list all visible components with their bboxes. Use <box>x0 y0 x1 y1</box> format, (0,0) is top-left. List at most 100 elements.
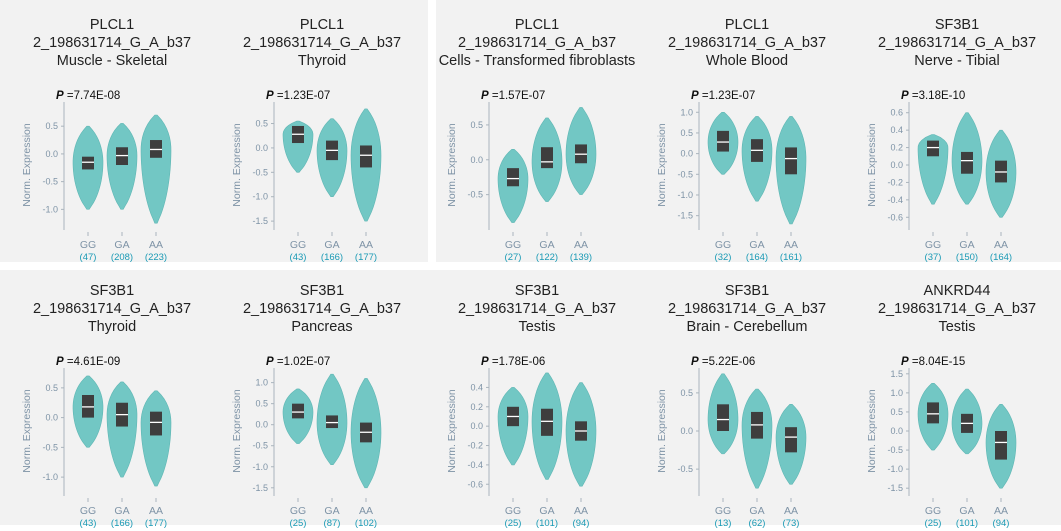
genotype-label: GA <box>959 239 974 251</box>
p-value-label: P =3.18E-10 <box>901 90 965 102</box>
y-axis-label: Norm. Expression <box>866 123 878 207</box>
y-tick-label: 0.2 <box>470 402 483 412</box>
sample-count-label: (208) <box>111 252 133 263</box>
box-aa <box>150 411 162 436</box>
y-tick-label: -0.5 <box>252 441 268 451</box>
y-tick-label: 1.5 <box>890 369 903 379</box>
p-value: =1.23E-07 <box>273 90 331 102</box>
genotype-label: AA <box>359 239 373 251</box>
y-axis-label: Norm. Expression <box>446 389 458 473</box>
genotype-label: GG <box>925 505 941 517</box>
y-tick-label: 0.0 <box>470 421 483 431</box>
y-tick-label: -1.0 <box>42 204 58 214</box>
sample-count-label: (13) <box>715 518 732 529</box>
p-symbol: P <box>901 90 909 102</box>
plot-title: PLCL1 2_198631714_G_A_b37 Thyroid <box>216 16 428 70</box>
violin-plot: Norm. Expression0.50.0-0.5-1.0GG(43)GA(1… <box>21 368 172 529</box>
y-tick-label: -1.0 <box>252 462 268 472</box>
genotype-label: AA <box>359 505 373 517</box>
sample-count-label: (94) <box>573 518 590 529</box>
plot-title-line: ANKRD44 <box>923 283 991 299</box>
p-value-label: P =1.23E-07 <box>691 90 755 102</box>
y-tick-label: 0.0 <box>255 420 268 430</box>
y-tick-label: 0.5 <box>470 120 483 130</box>
y-tick-label: -0.5 <box>42 442 58 452</box>
plot-title-line: 2_198631714_G_A_b37 <box>877 35 1037 51</box>
violin-gg <box>917 134 949 205</box>
genotype-label: GA <box>324 239 339 251</box>
p-value-label: P =1.23E-07 <box>266 90 330 102</box>
genotype-label: AA <box>574 239 588 251</box>
plot-title-line: SF3B1 <box>89 283 135 299</box>
panel-background-bottom <box>0 270 1061 525</box>
violin-plot: Norm. Expression 0.6 0.4 0.2 0.0 -0.2 -0.4 -0.6… <box>866 102 1017 263</box>
plot-title-line: Testis <box>518 319 556 335</box>
sample-count-label: (47) <box>80 252 97 263</box>
plot-title-line: SF3B1 <box>724 283 770 299</box>
sample-count-label: (25) <box>505 518 522 529</box>
y-tick-label: 0.0 <box>890 160 903 170</box>
y-tick-label: 0.5 <box>680 388 693 398</box>
plot-title-line: Pancreas <box>291 319 353 335</box>
box-aa <box>785 427 797 453</box>
y-tick-label: 0.0 <box>890 426 903 436</box>
violin-gg <box>497 387 529 466</box>
plot-title-line: SF3B1 <box>934 17 980 33</box>
sample-count-label: (166) <box>111 518 133 529</box>
y-tick-label: -0.5 <box>252 167 268 177</box>
sample-count-label: (43) <box>290 252 307 263</box>
violin-ga <box>106 381 138 478</box>
p-symbol: P <box>56 356 64 368</box>
plot-title-line: Brain - Cerebellum <box>686 319 808 335</box>
genotype-label: AA <box>994 239 1008 251</box>
violin-plot: Norm. Expression 1.5 1.0 0.5 0.0 -0.5 -1.0 -1.5… <box>866 368 1017 529</box>
sample-count-label: (43) <box>80 518 97 529</box>
y-tick-label: -0.2 <box>887 177 903 187</box>
y-tick-label: 0.5 <box>680 128 693 138</box>
box-ga <box>541 408 553 436</box>
y-tick-label: -1.5 <box>887 483 903 493</box>
p-value: =8.04E-15 <box>908 356 966 368</box>
y-tick-label: 0.0 <box>680 149 693 159</box>
p-symbol: P <box>266 356 274 368</box>
y-tick-label: -0.4 <box>467 460 483 470</box>
p-value-label: P =4.61E-09 <box>56 356 120 368</box>
sample-count-label: (164) <box>990 252 1012 263</box>
plot-title: PLCL1 2_198631714_G_A_b37 Cells - Transfor… <box>431 16 643 70</box>
plot-title: ANKRD44 2_198631714_G_A_b37 Testis <box>851 282 1061 336</box>
genotype-label: GA <box>539 505 554 517</box>
genotype-label: GA <box>539 239 554 251</box>
sample-count-label: (25) <box>925 518 942 529</box>
box-gg <box>507 168 519 187</box>
genotype-label: AA <box>574 505 588 517</box>
p-symbol: P <box>481 356 489 368</box>
sample-count-label: (62) <box>749 518 766 529</box>
genotype-label: GG <box>80 239 96 251</box>
genotype-label: GA <box>749 239 764 251</box>
y-axis-label: Norm. Expression <box>231 389 243 473</box>
genotype-label: AA <box>784 505 798 517</box>
p-value-label: P =1.02E-07 <box>266 356 330 368</box>
genotype-label: GG <box>290 239 306 251</box>
y-tick-label: 0.6 <box>890 108 903 118</box>
plot-title: PLCL1 2_198631714_G_A_b37 Whole Blood <box>641 16 853 70</box>
box-ga <box>326 415 338 429</box>
sample-count-label: (87) <box>324 518 341 529</box>
genotype-label: GA <box>114 505 129 517</box>
plot-title-line: PLCL1 <box>89 17 135 33</box>
plot-title-line: PLCL1 <box>299 17 345 33</box>
plot-title-line: SF3B1 <box>299 283 345 299</box>
sample-count-label: (37) <box>925 252 942 263</box>
y-axis-label: Norm. Expression <box>21 389 33 473</box>
genotype-label: GG <box>715 505 731 517</box>
plot-title-line: Thyroid <box>87 319 137 335</box>
y-tick-label: 0.5 <box>890 407 903 417</box>
y-tick-label: 0.4 <box>890 125 903 135</box>
plot-title-line: Nerve - Tibial <box>914 53 1000 69</box>
violin-plot: Norm. Expression1.00.50.0-0.5-1.0-1.5GG(… <box>231 368 382 529</box>
plot-title-line: 2_198631714_G_A_b37 <box>242 301 402 317</box>
sample-count-label: (177) <box>145 518 167 529</box>
sample-count-label: (139) <box>570 252 592 263</box>
plot-title: SF3B1 2_198631714_G_A_b37 Brain - Cerebell… <box>641 282 853 336</box>
